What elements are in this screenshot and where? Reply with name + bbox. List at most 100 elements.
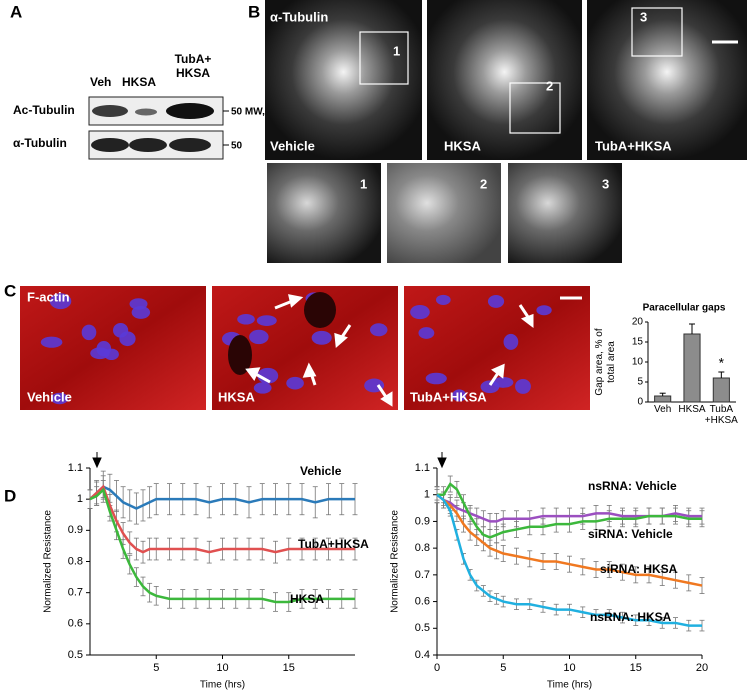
- y-axis-label: Gap area, % of total area: [594, 328, 617, 395]
- nucleus: [131, 305, 151, 319]
- marker-label: 50: [231, 141, 243, 152]
- panel-label: A: [10, 2, 22, 21]
- nucleus: [536, 305, 552, 316]
- inset: [508, 163, 622, 263]
- region-box: [631, 7, 683, 57]
- region-label: 2: [546, 78, 553, 93]
- band: [169, 138, 211, 152]
- micrograph: [427, 0, 582, 160]
- y-tick-label: 1: [424, 489, 430, 501]
- y-tick-label: 0.7: [415, 569, 430, 581]
- condition-label: Vehicle: [27, 389, 72, 404]
- micrograph: [587, 0, 747, 160]
- x-tick-label: 15: [630, 662, 642, 674]
- series-label: siRNA: Vehicle: [588, 527, 673, 541]
- gap: [228, 335, 252, 375]
- series-label: TubA+HKSA: [298, 537, 369, 551]
- y-axis-label: Normalized Resistance: [390, 510, 401, 613]
- x-tick-label: HKSA: [678, 404, 706, 415]
- nucleus: [40, 336, 63, 348]
- band: [166, 103, 214, 119]
- nucleus: [425, 372, 447, 385]
- nucleus: [452, 389, 467, 402]
- nucleus: [49, 293, 72, 310]
- x-tick-label: 5: [500, 662, 506, 674]
- condition-label: Vehicle: [270, 138, 315, 153]
- y-tick-label: 1: [77, 493, 83, 505]
- condition-label: HKSA: [444, 138, 481, 153]
- band: [129, 138, 167, 152]
- x-tick-label: TubA +HKSA: [705, 404, 738, 426]
- blot-row: α-Tubulin: [13, 136, 67, 150]
- x-tick-label: Veh: [654, 404, 672, 415]
- micrograph: [265, 0, 422, 160]
- series-line: [436, 493, 703, 587]
- nucleus: [515, 378, 531, 394]
- condition-label: TubA+HKSA: [595, 138, 672, 153]
- x-tick-label: 0: [434, 662, 440, 674]
- inset: [387, 163, 501, 263]
- region-box: [359, 31, 409, 85]
- series-label: nsRNA: HKSA: [590, 610, 672, 624]
- blot-column: Veh: [90, 75, 111, 89]
- y-tick-label: 0.6: [68, 618, 83, 630]
- bar: [654, 395, 672, 403]
- band: [92, 105, 128, 117]
- y-tick-label: 1.1: [68, 462, 83, 474]
- y-tick-label: 0.5: [415, 622, 430, 634]
- y-tick-label: 0.9: [68, 524, 83, 536]
- nucleus: [369, 323, 388, 337]
- inset-label: 3: [602, 176, 609, 191]
- nucleus: [81, 324, 97, 341]
- series-line: [437, 482, 702, 539]
- x-tick-label: 10: [563, 662, 575, 674]
- y-tick-label: 5: [637, 377, 643, 388]
- nucleus: [90, 347, 110, 360]
- series-label: siRNA: HKSA: [600, 562, 678, 576]
- nucleus: [410, 304, 430, 320]
- treatment-arrow: [92, 452, 447, 469]
- y-tick-label: 15: [632, 337, 644, 348]
- series-label: nsRNA: Vehicle: [588, 479, 677, 493]
- panel-label: D: [4, 486, 16, 505]
- bar: [712, 377, 730, 403]
- y-tick-label: 0.5: [68, 649, 83, 661]
- y-axis-label: Normalized Resistance: [43, 510, 54, 613]
- series-label: Vehicle: [300, 464, 342, 478]
- series-line: [89, 485, 355, 510]
- condition-label: HKSA: [218, 389, 255, 404]
- blot-column: TubA+ HKSA: [175, 52, 212, 80]
- nucleus: [256, 315, 277, 327]
- region-box: [509, 82, 561, 134]
- x-axis-label: Time (hrs): [547, 680, 592, 691]
- nucleus: [113, 323, 129, 338]
- band: [91, 138, 129, 152]
- nucleus: [249, 329, 269, 345]
- nucleus: [286, 376, 304, 390]
- nucleus: [503, 333, 519, 350]
- annotation: *: [719, 355, 725, 371]
- x-tick-label: Veh: [654, 404, 672, 415]
- band: [135, 108, 157, 116]
- region-label: 1: [393, 43, 400, 58]
- series-line: [89, 484, 355, 554]
- nucleus: [435, 294, 451, 305]
- nucleus: [487, 294, 505, 308]
- inset-label: 2: [480, 176, 487, 191]
- x-tick-label: 15: [283, 662, 295, 674]
- gap: [304, 292, 336, 328]
- nucleus: [492, 376, 514, 388]
- bar: [683, 333, 701, 403]
- y-tick-label: 0.4: [415, 649, 430, 661]
- x-axis-label: Time (hrs): [200, 680, 245, 691]
- inset-label: 1: [360, 176, 367, 191]
- nucleus: [253, 382, 272, 394]
- arrows: [245, 294, 534, 407]
- y-tick-label: 0.9: [415, 515, 430, 527]
- region-label: 3: [640, 9, 647, 24]
- condition-label: TubA+HKSA: [410, 389, 487, 404]
- x-tick-label: 10: [216, 662, 228, 674]
- nucleus: [311, 330, 332, 345]
- blot-column: HKSA: [122, 75, 156, 89]
